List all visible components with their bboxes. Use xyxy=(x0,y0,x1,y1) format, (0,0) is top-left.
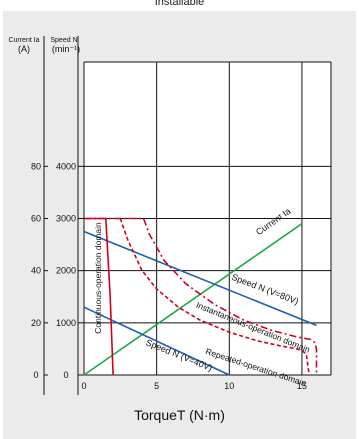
right-axis-tick-label: 2000 xyxy=(56,266,76,276)
right-axis-tick-label: 4000 xyxy=(56,161,76,171)
right-axis-tick-label: 0 xyxy=(63,370,68,380)
series-line xyxy=(83,223,303,376)
x-axis-tick-label: 15 xyxy=(297,381,307,391)
right-axis-title: Speed N xyxy=(50,37,77,44)
x-axis-tick-label: 10 xyxy=(224,381,234,391)
left-axis-tick-label: 60 xyxy=(31,214,41,224)
left-axis-tick-label: 40 xyxy=(31,266,41,276)
series-line xyxy=(83,306,230,376)
right-axis-tick-label: 1000 xyxy=(56,318,76,328)
x-axis-tick-label: 5 xyxy=(154,381,159,391)
right-axis-tick-label: 3000 xyxy=(56,214,76,224)
left-axis-tick-label: 0 xyxy=(33,370,38,380)
left-axis-title: Current Ia xyxy=(8,37,39,44)
top-note: Installable xyxy=(154,0,205,8)
x-axis-title: TorqueT (N·m) xyxy=(134,407,225,423)
series-lines xyxy=(83,217,318,376)
series-line xyxy=(119,218,310,376)
x-axis-tick-label: 0 xyxy=(81,381,86,391)
axes: 0 20 40 60 80 0 1000 2000 3000 4000 0 5 10 15 Current … xyxy=(8,36,307,395)
left-axis-unit: (A) xyxy=(18,44,30,54)
series-line xyxy=(83,230,317,327)
right-axis-unit: (min⁻¹) xyxy=(52,44,80,54)
left-axis-tick-label: 80 xyxy=(31,161,41,171)
left-axis-tick-label: 20 xyxy=(31,318,41,328)
series-line xyxy=(84,217,318,375)
series-label: Continuous-operation domain xyxy=(93,222,103,334)
